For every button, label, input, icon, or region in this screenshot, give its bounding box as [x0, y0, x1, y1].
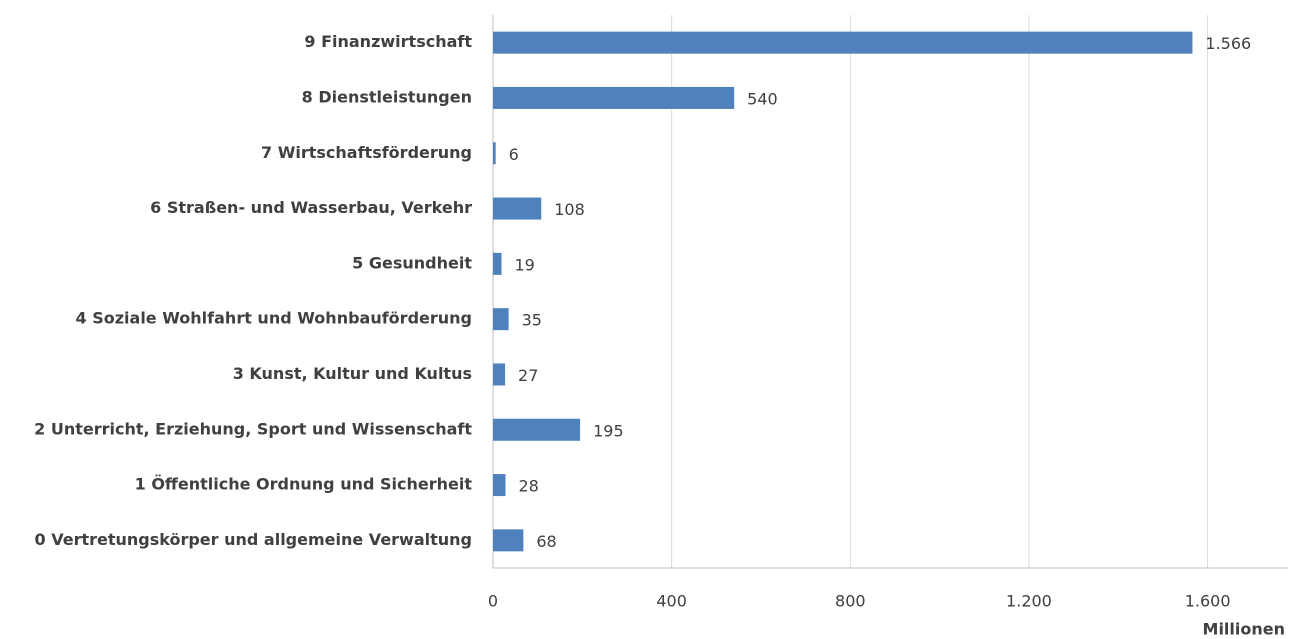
data-label: 195 — [593, 421, 624, 440]
y-tick-label: 9 Finanzwirtschaft — [304, 32, 472, 51]
data-label: 35 — [522, 311, 542, 330]
y-tick-label: 1 Öffentliche Ordnung und Sicherheit — [135, 475, 473, 494]
bar — [493, 529, 524, 552]
y-tick-label: 2 Unterricht, Erziehung, Sport und Wisse… — [34, 419, 472, 438]
data-label: 68 — [536, 532, 556, 551]
x-tick-label: 1.200 — [1006, 592, 1052, 611]
y-tick-label: 6 Straßen- und Wasserbau, Verkehr — [150, 198, 472, 217]
x-tick-label: 400 — [656, 592, 687, 611]
bar — [493, 31, 1193, 54]
x-axis-label: Millionen — [1203, 620, 1285, 639]
y-tick-label: 8 Dienstleistungen — [302, 87, 472, 106]
bar — [493, 474, 506, 497]
bar — [493, 86, 735, 109]
x-tick-label: 0 — [488, 592, 498, 611]
bar — [493, 142, 496, 165]
data-label: 6 — [509, 145, 519, 164]
x-tick-label: 800 — [835, 592, 866, 611]
y-tick-label: 5 Gesundheit — [352, 253, 472, 272]
data-label: 27 — [518, 366, 538, 385]
data-label: 19 — [514, 255, 534, 274]
bar — [493, 418, 581, 441]
data-label: 540 — [747, 89, 778, 108]
bar — [493, 197, 542, 220]
y-tick-label: 4 Soziale Wohlfahrt und Wohnbauförderung — [76, 309, 473, 328]
data-label: 28 — [519, 477, 539, 496]
data-label: 108 — [554, 200, 585, 219]
x-tick-label: 1.600 — [1185, 592, 1231, 611]
bar — [493, 363, 506, 386]
bar — [493, 308, 509, 331]
data-label: 1.566 — [1205, 34, 1251, 53]
y-tick-label: 3 Kunst, Kultur und Kultus — [233, 364, 472, 383]
y-tick-label: 0 Vertretungskörper und allgemeine Verwa… — [35, 530, 473, 549]
y-tick-label: 7 Wirtschaftsförderung — [261, 143, 472, 162]
bar — [493, 252, 502, 275]
